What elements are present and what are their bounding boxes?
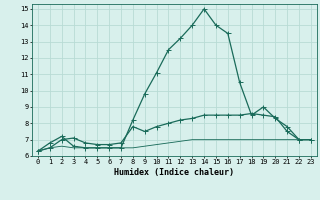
X-axis label: Humidex (Indice chaleur): Humidex (Indice chaleur)	[115, 168, 234, 177]
